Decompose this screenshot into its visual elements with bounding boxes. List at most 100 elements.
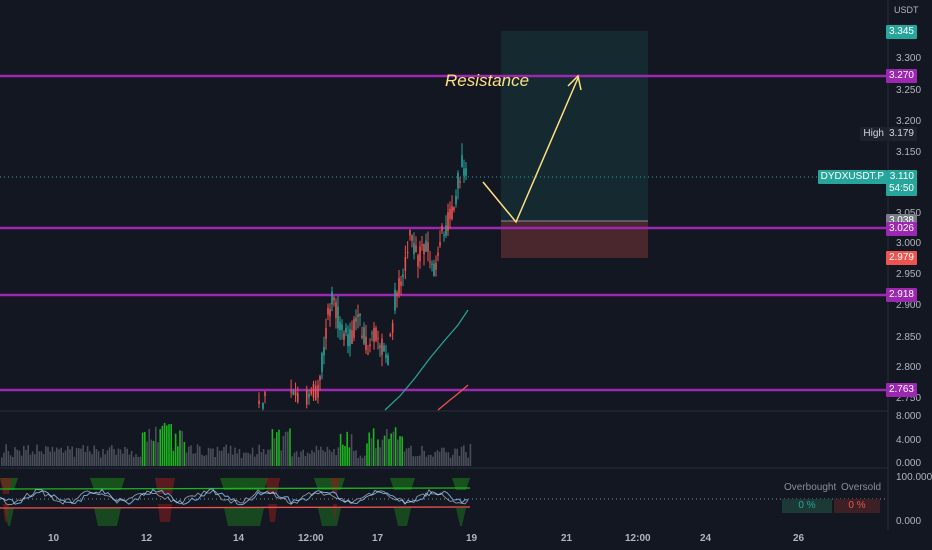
candle xyxy=(331,286,333,312)
candle xyxy=(377,330,379,350)
candle xyxy=(317,379,319,404)
date-tick: 14 xyxy=(233,533,245,544)
volume-bar xyxy=(152,441,155,466)
candle-body xyxy=(441,225,443,232)
volume-bar xyxy=(463,445,465,466)
volume-bar xyxy=(199,446,201,466)
candle xyxy=(385,344,387,363)
volume-bar xyxy=(236,453,238,466)
volume-bar xyxy=(394,427,397,466)
volume-bar xyxy=(260,452,263,466)
candle-body xyxy=(449,208,451,220)
candle-body xyxy=(258,400,260,404)
candle xyxy=(290,379,292,398)
candle xyxy=(296,386,299,404)
volume-bar xyxy=(386,428,388,466)
volume-bar xyxy=(3,452,5,466)
support2-price-tag: 2.918 xyxy=(885,288,917,302)
volume-bar xyxy=(95,449,98,466)
candle xyxy=(314,380,317,401)
oscillator-lower-band xyxy=(0,506,471,509)
candle xyxy=(371,330,373,342)
volume-bar xyxy=(51,446,54,466)
candle-body xyxy=(389,333,392,337)
candle-body xyxy=(402,274,404,278)
candle-body xyxy=(296,392,299,403)
volume-bar xyxy=(9,455,12,466)
date-tick: 21 xyxy=(561,533,573,544)
projection-arrowhead xyxy=(567,74,582,91)
candle xyxy=(443,231,445,242)
volume-bar xyxy=(157,442,159,466)
candle xyxy=(445,215,447,239)
price-tick: 3.050 xyxy=(896,208,921,219)
volume-bar xyxy=(339,433,342,466)
volume-bar xyxy=(12,456,14,466)
candle-body xyxy=(409,229,411,236)
volume-bar xyxy=(412,456,414,466)
volume-bar xyxy=(223,446,225,466)
volume-bar xyxy=(333,448,335,466)
volume-bar xyxy=(122,453,124,466)
volume-bar xyxy=(78,448,80,466)
volume-bar xyxy=(179,430,181,466)
volume-bar xyxy=(240,457,243,466)
oscillator-line-blue xyxy=(0,488,468,506)
candle xyxy=(351,320,353,345)
candle-body xyxy=(262,402,264,409)
volume-bar xyxy=(144,431,146,466)
volume-bar xyxy=(388,439,390,466)
volume-tick: 8.000 xyxy=(896,411,922,422)
overbought-zone-top xyxy=(390,478,415,490)
volume-bar xyxy=(111,445,113,466)
volume-bar xyxy=(82,445,84,466)
volume-bar xyxy=(170,423,172,466)
volume-bar xyxy=(300,451,302,466)
candle-body xyxy=(361,335,363,338)
overbought-value: 0 % xyxy=(782,499,832,513)
candle-body xyxy=(463,168,465,176)
candle xyxy=(437,246,439,262)
candle xyxy=(413,232,415,260)
price-tick: 2.850 xyxy=(896,332,922,343)
volume-bar xyxy=(348,447,351,466)
volume-bar xyxy=(212,448,214,466)
volume-bar xyxy=(84,451,87,466)
volume-bar xyxy=(102,448,104,466)
volume-bar xyxy=(390,433,392,466)
candle-body xyxy=(305,389,308,405)
candle-body xyxy=(369,344,371,347)
volume-bar xyxy=(1,457,3,466)
candle xyxy=(389,332,392,338)
volume-bar xyxy=(265,454,267,466)
candle xyxy=(343,330,345,347)
stop-price-tag: 2.979 xyxy=(885,251,917,265)
volume-bar xyxy=(93,445,95,466)
candle-body xyxy=(327,307,329,315)
volume-bar xyxy=(225,444,227,466)
volume-bar xyxy=(47,446,49,466)
volume-bar xyxy=(185,452,188,466)
date-tick: 12:00 xyxy=(298,533,324,544)
volume-bar xyxy=(313,452,315,466)
candle-body xyxy=(445,225,447,236)
candle-body xyxy=(367,353,369,355)
volume-bar xyxy=(273,438,276,466)
overbought-label: Overbought xyxy=(784,482,837,493)
volume-bar xyxy=(454,448,456,466)
candle xyxy=(439,230,441,249)
support3-price-tag: 2.763 xyxy=(885,383,917,397)
volume-bar xyxy=(73,456,76,466)
last-price-tag: 3.110 xyxy=(886,170,917,184)
candle xyxy=(429,250,431,269)
candle xyxy=(327,303,329,321)
volume-bar xyxy=(247,452,249,466)
volume-bar xyxy=(410,445,412,466)
volume-bar xyxy=(5,444,7,466)
volume-bar xyxy=(322,450,324,466)
candle-body xyxy=(385,354,387,359)
date-tick: 26 xyxy=(793,533,805,544)
volume-bar xyxy=(370,438,373,466)
candle-body xyxy=(427,242,429,252)
